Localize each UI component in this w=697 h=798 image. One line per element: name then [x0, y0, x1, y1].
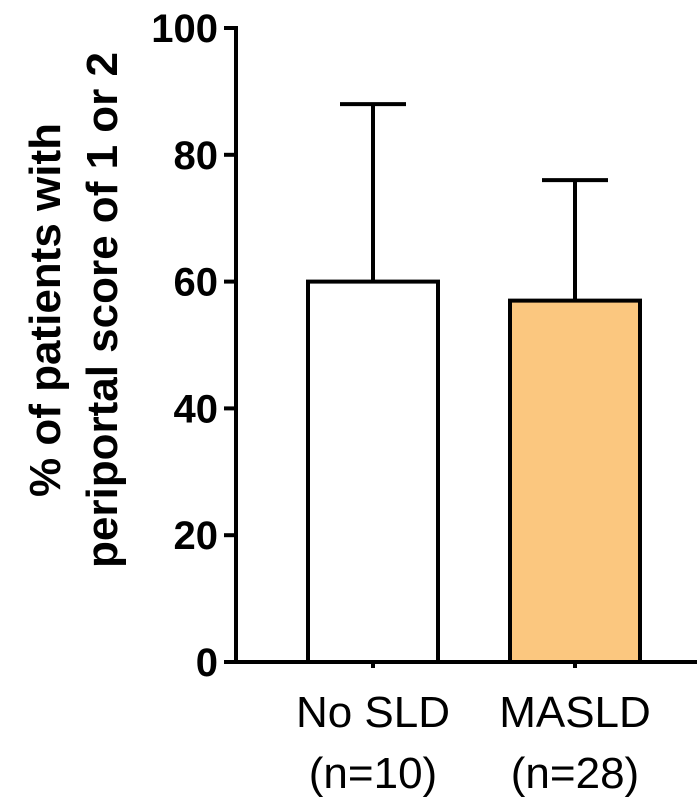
y-tick-label: 20 — [174, 514, 219, 558]
x-category-sublabel: (n=28) — [511, 749, 639, 798]
x-category-label: MASLD — [499, 688, 651, 737]
error-bars — [340, 102, 608, 301]
y-ticks: 0 20 40 60 80 100 — [151, 7, 236, 685]
y-axis-label-line-1: % of patients with — [21, 123, 70, 497]
x-category-sublabel: (n=10) — [309, 749, 437, 798]
y-tick-label: 40 — [174, 387, 219, 431]
y-tick-label: 100 — [151, 7, 218, 51]
y-axis-label: % of patients with periportal score of 1… — [21, 52, 127, 568]
bar — [306, 279, 440, 664]
bar — [508, 298, 642, 664]
bars — [306, 279, 642, 664]
y-tick-label: 0 — [196, 641, 218, 685]
y-axis-label-line-2: periportal score of 1 or 2 — [78, 52, 127, 568]
x-category-label: No SLD — [296, 688, 450, 737]
x-category-labels: No SLD (n=10) MASLD (n=28) — [296, 662, 651, 798]
y-tick-label: 80 — [174, 134, 219, 178]
y-tick-label: 60 — [174, 261, 219, 305]
